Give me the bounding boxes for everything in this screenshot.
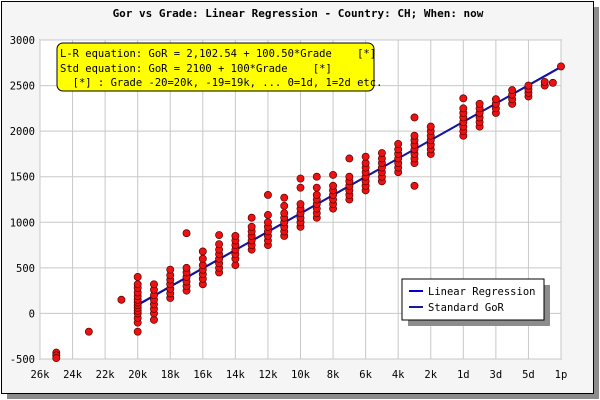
data-point [150, 280, 158, 289]
x-axis-ticks: 26k 24k 22k 20k 18k 16k 14k 12k 10k 8k 6k 4k 2k 1d 3d 5… [31, 369, 568, 381]
chart-title: Gor vs Grade: Linear Regression - Countr… [112, 7, 484, 20]
data-point [280, 193, 289, 202]
data-point [345, 172, 354, 181]
x-tick-label: 10k [291, 369, 311, 381]
y-tick-label: 0 [29, 308, 35, 320]
x-tick-label: 8k [327, 369, 340, 381]
data-point [410, 113, 419, 122]
data-point [329, 170, 338, 179]
data-point [296, 174, 305, 183]
y-tick-label: 3000 [10, 35, 35, 47]
data-point [84, 327, 93, 336]
x-tick-label: 14k [226, 369, 246, 381]
data-point [247, 222, 256, 231]
legend-label-standard-gor: Standard GoR [428, 302, 505, 314]
data-point [459, 94, 468, 103]
data-point [133, 327, 142, 336]
data-point [426, 122, 435, 131]
data-point [263, 190, 272, 199]
x-tick-label: 20k [128, 369, 148, 381]
data-point [312, 190, 321, 199]
y-tick-label: 1500 [10, 172, 35, 184]
y-tick-label: 1000 [10, 217, 35, 229]
data-point [394, 139, 403, 148]
data-point [215, 231, 224, 239]
y-tick-label: -500 [10, 354, 35, 366]
data-point [557, 62, 565, 71]
data-point [296, 200, 305, 209]
data-point [133, 273, 142, 281]
x-tick-label: 3d [490, 369, 503, 381]
data-point [410, 181, 419, 190]
data-point [475, 99, 484, 108]
x-tick-label: 24k [63, 369, 83, 381]
x-tick-label: 1d [457, 369, 470, 381]
data-point [133, 280, 142, 289]
x-tick-label: 26k [31, 369, 51, 381]
data-point [491, 95, 500, 104]
y-axis-ticks: -500 0 500 1000 1500 2000 2500 3000 [10, 35, 35, 366]
data-point [361, 152, 370, 161]
x-tick-label: 22k [96, 369, 116, 381]
x-tick-label: 4k [392, 369, 405, 381]
x-tick-label: 18k [161, 369, 181, 381]
data-point [329, 181, 338, 190]
data-point [231, 232, 240, 240]
data-point [377, 149, 386, 157]
y-tick-label: 2000 [10, 126, 35, 138]
legend-label-linear-regression: Linear Regression [428, 286, 535, 298]
y-tick-label: 500 [16, 263, 35, 275]
grid-lines [39, 39, 562, 360]
data-point [247, 213, 256, 222]
x-tick-label: 16k [193, 369, 213, 381]
data-point [263, 211, 272, 219]
data-point [296, 183, 305, 192]
data-point [459, 104, 468, 113]
data-point [540, 77, 549, 86]
data-point [312, 172, 321, 181]
x-tick-label: 5d [522, 369, 535, 381]
data-point [410, 131, 419, 140]
equation-line-1: L-R equation: GoR = 2,102.54 + 100.50*Gr… [60, 48, 376, 60]
equation-box: L-R equation: GoR = 2,102.54 + 100.50*Gr… [56, 42, 382, 92]
equation-footnote: [*] : Grade -20=20k, -19=19k, ... 0=1d, … [60, 77, 382, 89]
data-point [198, 254, 207, 263]
equation-line-2: Std equation: GoR = 2100 + 100*Grade [*] [60, 63, 332, 75]
data-point [508, 86, 517, 95]
data-point [280, 209, 289, 218]
x-tick-label: 6k [359, 369, 372, 381]
data-point [548, 78, 557, 87]
x-tick-label: 1p [555, 369, 568, 381]
y-tick-label: 2500 [10, 81, 35, 93]
data-point [198, 247, 207, 256]
data-point [345, 154, 354, 163]
data-point [215, 240, 224, 249]
data-point [263, 218, 272, 227]
data-point [117, 295, 126, 304]
data-point [280, 201, 289, 210]
data-point [52, 354, 61, 363]
data-points [52, 62, 565, 363]
legend: Linear Regression Standard GoR [401, 278, 550, 326]
data-point [524, 81, 533, 90]
data-point [166, 265, 175, 274]
x-tick-label: 12k [258, 369, 278, 381]
x-tick-label: 2k [424, 369, 437, 381]
data-point [182, 229, 191, 238]
data-point [182, 263, 191, 272]
data-point [312, 183, 321, 192]
